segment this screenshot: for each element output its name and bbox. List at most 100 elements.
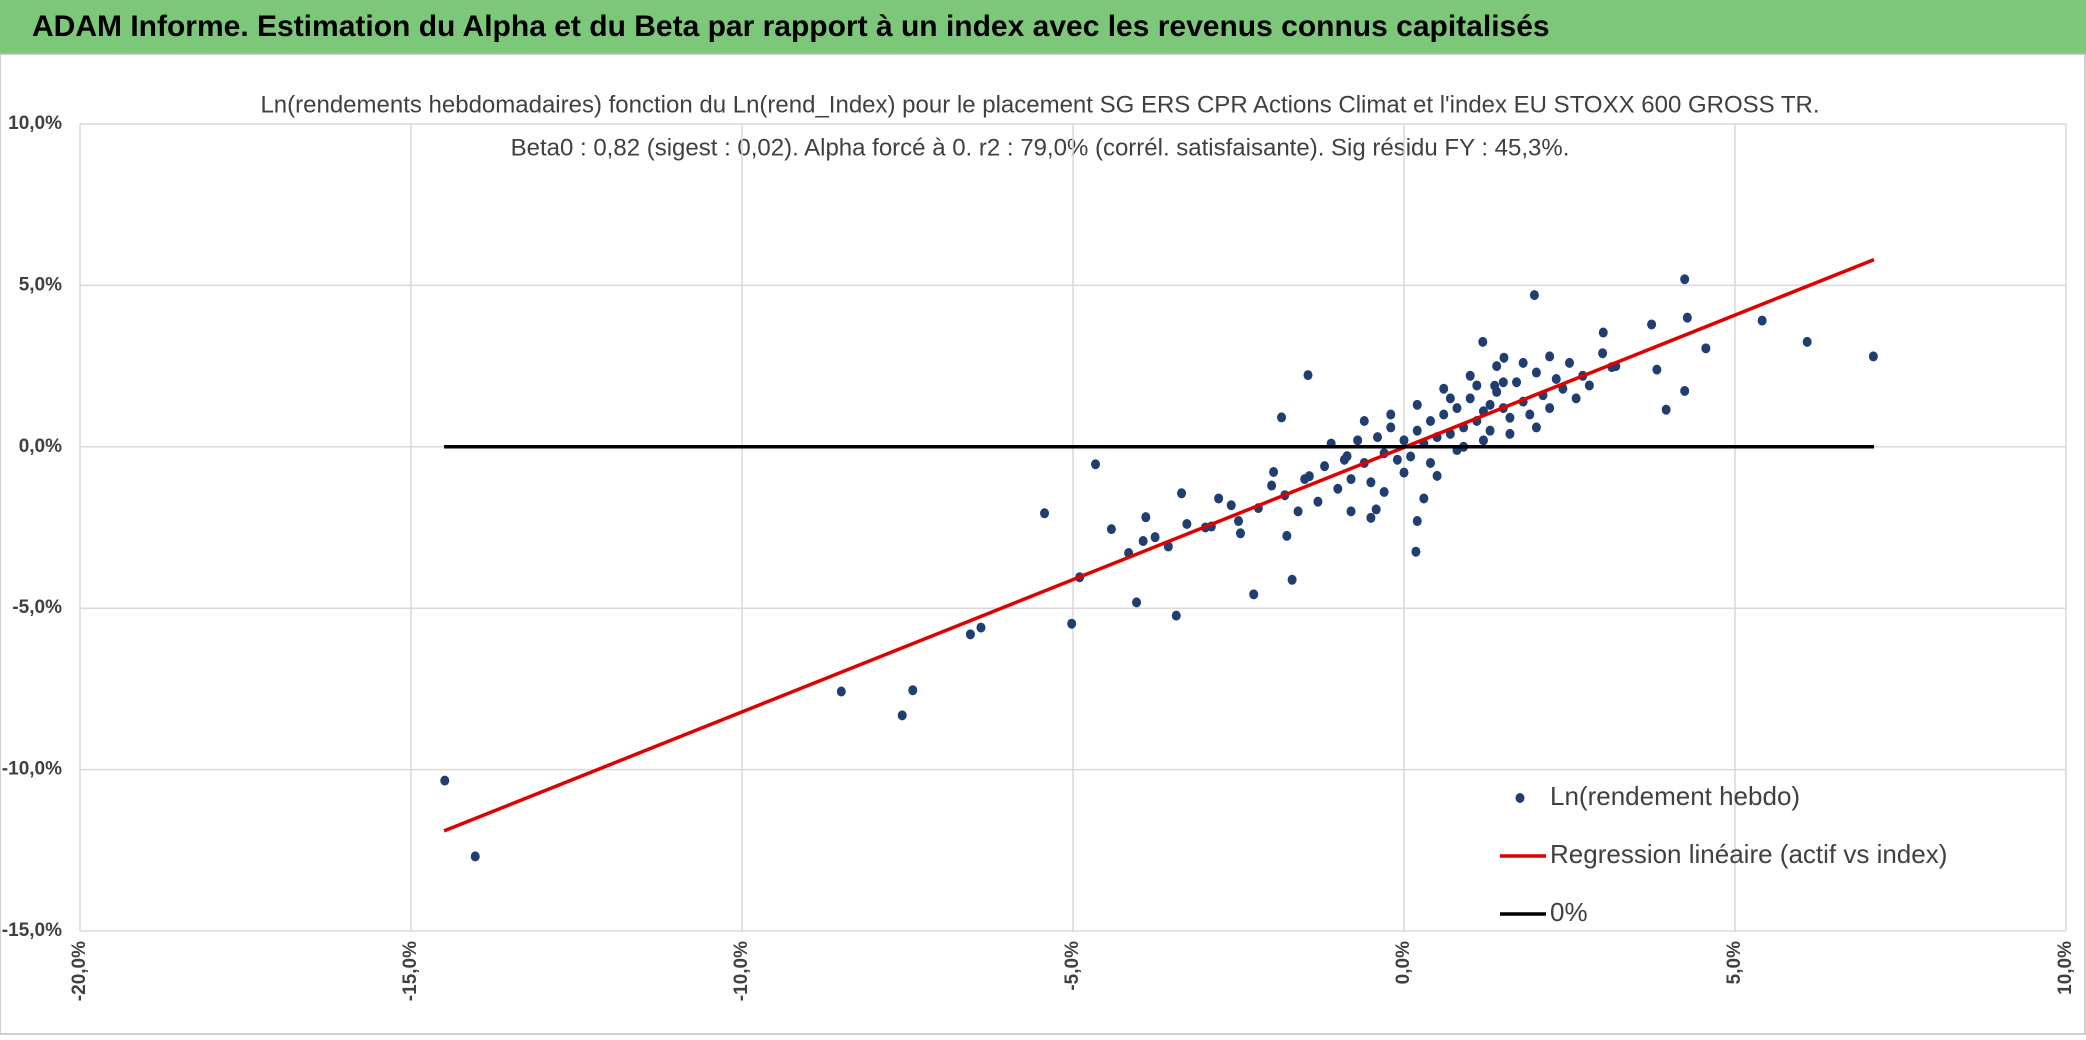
data-point <box>470 851 480 862</box>
data-point <box>908 685 918 696</box>
data-point <box>1531 367 1541 378</box>
chart-subtitle: Beta0 : 0,82 (sigest : 0,02). Alpha forc… <box>511 134 1570 161</box>
data-point <box>1300 474 1310 485</box>
chart-border <box>0 53 2086 1035</box>
x-tick-label: 10,0% <box>2055 941 2076 995</box>
data-point <box>1269 466 1279 477</box>
series-line <box>443 257 1875 833</box>
data-point <box>1214 493 1224 504</box>
data-point <box>897 710 907 721</box>
data-point <box>1411 546 1421 557</box>
data-point <box>1598 348 1608 359</box>
data-point <box>1757 315 1767 326</box>
chart-title: Ln(rendements hebdomadaires) fonction du… <box>260 91 1819 118</box>
data-point <box>1226 500 1236 511</box>
data-point <box>1598 327 1608 338</box>
data-point <box>1647 319 1657 330</box>
data-point <box>1680 385 1690 396</box>
data-point <box>1282 530 1292 541</box>
data-point <box>1067 618 1077 629</box>
y-tick-label: 5,0% <box>19 274 62 295</box>
data-point <box>1551 374 1561 385</box>
data-point <box>1412 399 1422 410</box>
data-point <box>1249 589 1259 600</box>
data-point <box>1525 409 1535 420</box>
legend-label: Ln(rendement hebdo) <box>1550 781 1800 811</box>
legend-label: Regression linéaire (actif vs index) <box>1550 839 1947 869</box>
data-point <box>1492 386 1502 397</box>
data-point <box>1452 403 1462 414</box>
data-point <box>1472 380 1482 391</box>
data-point <box>965 629 975 640</box>
data-point <box>1346 474 1356 485</box>
data-point <box>1425 415 1435 426</box>
data-point <box>1478 336 1488 347</box>
data-point <box>1571 393 1581 404</box>
y-tick-label: -5,0% <box>12 597 62 618</box>
data-point <box>1106 524 1116 535</box>
y-tick-label: 10,0% <box>8 113 62 134</box>
data-point <box>1478 435 1488 446</box>
data-point <box>1287 574 1297 585</box>
header-title: ADAM Informe. Estimation du Alpha et du … <box>32 10 1550 43</box>
data-point <box>1366 512 1376 523</box>
x-tick-label: -20,0% <box>69 941 90 1001</box>
data-point <box>1485 425 1495 436</box>
legend-label: 0% <box>1550 897 1588 927</box>
data-point <box>1177 488 1187 499</box>
data-point <box>1419 493 1429 504</box>
data-point <box>1584 380 1594 391</box>
data-point <box>1445 393 1455 404</box>
data-point <box>1406 451 1416 462</box>
data-point <box>1499 352 1509 363</box>
data-point <box>1439 383 1449 394</box>
data-point <box>1465 393 1475 404</box>
data-point <box>1652 364 1662 375</box>
data-point <box>836 686 846 697</box>
data-point <box>1868 351 1878 362</box>
data-point <box>1339 454 1349 465</box>
data-point <box>1040 508 1050 519</box>
data-point <box>1303 370 1313 381</box>
data-point <box>1682 312 1692 323</box>
x-tick-label: -15,0% <box>400 941 421 1001</box>
data-point <box>1333 483 1343 494</box>
x-tick-label: -10,0% <box>731 941 752 1001</box>
data-point <box>976 622 986 633</box>
data-point <box>1386 409 1396 420</box>
header-bar <box>0 0 2086 54</box>
data-point <box>1412 516 1422 527</box>
data-point <box>1234 516 1243 527</box>
data-point <box>1293 506 1303 517</box>
data-point <box>1379 486 1389 497</box>
data-point <box>1346 506 1356 517</box>
data-point <box>1498 377 1508 388</box>
data-point <box>1313 496 1323 507</box>
data-point <box>1432 470 1442 481</box>
data-point <box>1359 415 1369 426</box>
data-point <box>1235 528 1245 539</box>
y-tick-label: -15,0% <box>2 920 62 941</box>
data-point <box>1386 422 1396 433</box>
x-tick-label: 0,0% <box>1393 941 1414 984</box>
data-point <box>1680 274 1690 285</box>
data-point <box>1465 370 1475 381</box>
data-point <box>1425 457 1435 468</box>
data-point <box>1150 532 1160 543</box>
data-point <box>1545 403 1555 414</box>
data-point <box>1171 610 1181 621</box>
data-point <box>1505 428 1515 439</box>
data-point <box>1701 343 1711 354</box>
legend-marker <box>1515 793 1525 803</box>
data-point <box>1371 504 1381 515</box>
data-point <box>1132 597 1142 608</box>
data-point <box>1412 425 1422 436</box>
data-point <box>1529 290 1539 301</box>
data-point <box>1505 412 1515 423</box>
data-point <box>1399 467 1409 478</box>
data-point <box>1392 454 1402 465</box>
data-point <box>1353 435 1363 446</box>
data-point <box>1399 435 1409 446</box>
data-point <box>1138 536 1148 547</box>
